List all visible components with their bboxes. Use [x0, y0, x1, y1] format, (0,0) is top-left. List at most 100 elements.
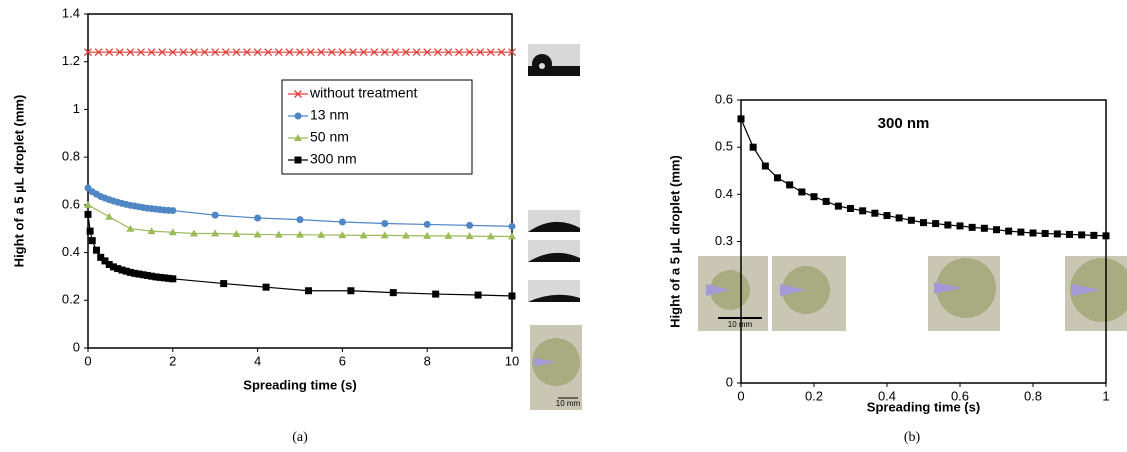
data-point: [432, 291, 439, 298]
y-tick-label: 0.3: [715, 233, 733, 248]
data-point: [390, 289, 397, 296]
y-tick-label: 0.2: [62, 292, 80, 307]
y-tick-label: 0.4: [62, 244, 80, 259]
data-point: [297, 216, 304, 223]
caption: (a): [292, 430, 308, 445]
data-point: [466, 222, 473, 229]
legend-label: 300 nm: [310, 151, 357, 167]
data-point: [811, 193, 818, 200]
data-point: [798, 188, 805, 195]
data-point: [786, 181, 793, 188]
data-point: [220, 280, 227, 287]
data-point: [89, 237, 96, 244]
data-point: [774, 174, 781, 181]
data-point: [1017, 229, 1024, 236]
legend-label: 13 nm: [310, 107, 349, 123]
chart-title: 300 nm: [878, 115, 930, 132]
plot-frame: [741, 100, 1106, 383]
data-point: [1090, 232, 1097, 239]
data-point: [424, 221, 431, 228]
y-tick-label: 1.2: [62, 53, 80, 68]
x-tick-label: 4: [254, 353, 261, 368]
data-point: [1054, 230, 1061, 237]
data-point: [295, 157, 302, 164]
data-point: [762, 163, 769, 170]
data-point: [884, 212, 891, 219]
data-point: [509, 292, 516, 299]
data-point: [1078, 231, 1085, 238]
y-axis-label: Hight of a 5 µL droplet (mm): [667, 155, 682, 328]
series: [738, 115, 1110, 239]
series: [85, 211, 516, 300]
y-tick-label: 1: [73, 101, 80, 116]
y-tick-label: 0.8: [62, 149, 80, 164]
data-point: [1042, 230, 1049, 237]
data-point: [932, 220, 939, 227]
series: [85, 185, 516, 230]
data-point: [509, 223, 516, 230]
data-point: [87, 228, 94, 235]
x-tick-label: 8: [424, 353, 431, 368]
series-line: [741, 119, 1106, 236]
data-point: [126, 225, 134, 232]
data-point: [859, 207, 866, 214]
data-point: [1030, 230, 1037, 237]
data-point: [305, 287, 312, 294]
data-point: [339, 219, 346, 226]
data-point: [981, 225, 988, 232]
scale-label: 10 mm: [556, 399, 581, 408]
page: 10 mm 10 mm 00.20.40.60.811.21.40246810S…: [0, 0, 1127, 452]
series: [85, 49, 516, 56]
data-point: [847, 205, 854, 212]
legend-label: 50 nm: [310, 129, 349, 145]
x-tick-label: 2: [169, 353, 176, 368]
data-point: [105, 213, 113, 220]
x-tick-label: 0.2: [805, 388, 823, 403]
droplet-images: 10 mm: [698, 256, 1127, 331]
data-point: [295, 113, 302, 120]
data-point: [823, 198, 830, 205]
x-tick-label: 6: [339, 353, 346, 368]
data-point: [957, 222, 964, 229]
x-tick-label: 10: [505, 353, 519, 368]
legend-label: without treatment: [309, 85, 417, 101]
image: [539, 63, 545, 69]
data-point: [381, 220, 388, 227]
y-tick-label: 0.4: [715, 186, 733, 201]
data-point: [835, 203, 842, 210]
x-tick-label: 0: [737, 388, 744, 403]
x-tick-label: 0: [84, 353, 91, 368]
series-line: [88, 214, 512, 296]
caption: (b): [904, 430, 921, 445]
data-point: [212, 212, 219, 219]
y-tick-label: 0: [726, 374, 733, 389]
scale-label: 10 mm: [728, 320, 753, 329]
data-point: [85, 211, 92, 218]
y-tick-label: 1.4: [62, 5, 80, 20]
data-point: [1103, 232, 1110, 239]
data-point: [347, 287, 354, 294]
data-point: [896, 214, 903, 221]
data-point: [750, 144, 757, 151]
data-point: [475, 292, 482, 299]
data-point: [871, 210, 878, 217]
data-point: [738, 115, 745, 122]
y-tick-label: 0: [73, 339, 80, 354]
y-tick-label: 0.6: [62, 196, 80, 211]
data-point: [920, 219, 927, 226]
x-tick-label: 1: [1102, 388, 1109, 403]
data-point: [263, 284, 270, 291]
y-tick-label: 0.5: [715, 139, 733, 154]
data-point: [254, 214, 261, 221]
data-point: [1005, 228, 1012, 235]
data-point: [93, 247, 100, 254]
x-axis-label: Spreading time (s): [243, 377, 356, 392]
data-point: [169, 275, 176, 282]
plot-frame: [88, 14, 512, 348]
data-point: [1066, 231, 1073, 238]
x-tick-label: 0.8: [1024, 388, 1042, 403]
droplet-images: 10 mm: [528, 44, 582, 410]
x-axis-label: Spreading time (s): [867, 399, 980, 414]
data-point: [908, 217, 915, 224]
data-point: [993, 226, 1000, 233]
